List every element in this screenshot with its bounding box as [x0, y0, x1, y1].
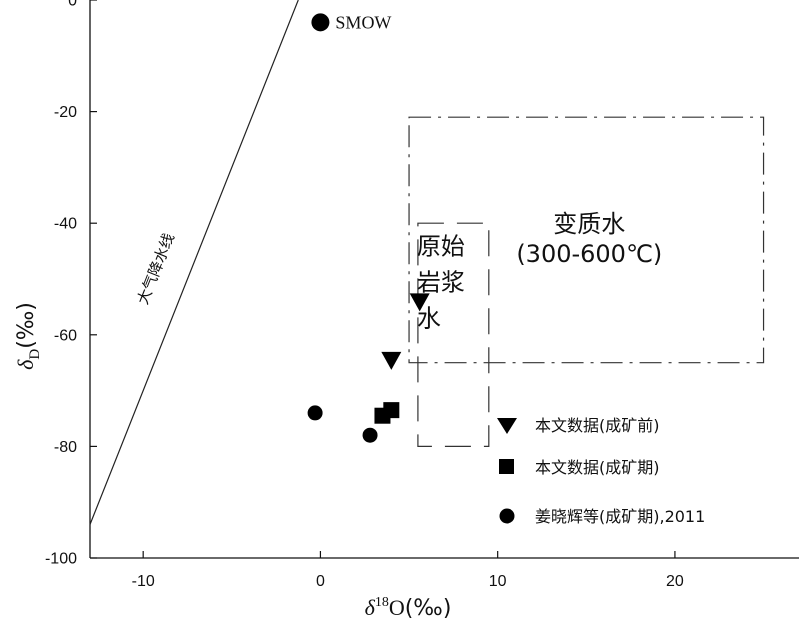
- x-tick-label: -10: [132, 573, 155, 590]
- y-tick-label: -80: [54, 439, 77, 456]
- legend-circle-marker: [499, 508, 515, 524]
- y-axis-title: δD(‰): [13, 302, 43, 370]
- x-tick-label: 10: [489, 573, 507, 590]
- y-tick-label: -40: [54, 216, 77, 233]
- legend: 本文数据(成矿前) 本文数据(成矿期) 姜晓辉等(成矿期),2011: [497, 416, 705, 526]
- axis-ticks: 0-20-40-60-80-100-10 0 10 20: [45, 0, 684, 590]
- plot-area: 0-20-40-60-80-100-10 0 10 20 大气降水线 变质水(300-…: [45, 0, 799, 590]
- legend-item-ore: 本文数据(成矿期): [499, 458, 660, 477]
- x-tick-label: 20: [666, 573, 684, 590]
- pre-ore-point: [409, 293, 430, 312]
- primary-magmatic-water-label: 岩浆: [417, 269, 465, 297]
- pre-ore-point: [381, 351, 402, 370]
- meteoric-water-line: [89, 0, 299, 525]
- metamorphic-water-label: 变质水: [553, 210, 625, 238]
- legend-item-reference: 姜晓辉等(成矿期),2011: [499, 507, 705, 526]
- smow-point: [311, 13, 330, 32]
- legend-label-pre-ore: 本文数据(成矿前): [535, 416, 660, 435]
- y-tick-label: 0: [68, 0, 77, 10]
- smow-label: SMOW: [335, 12, 391, 32]
- legend-item-pre-ore: 本文数据(成矿前): [497, 416, 660, 435]
- meteoric-water-line-label: 大气降水线: [134, 231, 178, 307]
- x-tick-label: 0: [316, 573, 325, 590]
- legend-triangle-marker: [497, 418, 517, 434]
- legend-label-reference: 姜晓辉等(成矿期),2011: [535, 507, 705, 526]
- reference-ore-point: [307, 405, 323, 421]
- meteoric-water-line-group: 大气降水线: [89, 0, 299, 525]
- y-tick-label: -100: [45, 551, 77, 568]
- reference-ore-point: [362, 427, 378, 443]
- primary-magmatic-water-box: [417, 222, 490, 447]
- ore-point: [383, 402, 400, 419]
- metamorphic-water-label: (300-600℃): [516, 240, 662, 268]
- metamorphic-water-box: [408, 116, 765, 364]
- data-points: SMOW: [307, 12, 430, 443]
- legend-square-marker: [499, 459, 514, 474]
- x-axis-title: δ18O(‰): [365, 595, 452, 621]
- y-tick-label: -60: [54, 327, 77, 344]
- primary-magmatic-water-label: 原始: [417, 233, 465, 261]
- primary-magmatic-water-label: 水: [417, 305, 441, 333]
- y-tick-label: -20: [54, 104, 77, 121]
- legend-label-ore: 本文数据(成矿期): [535, 458, 660, 477]
